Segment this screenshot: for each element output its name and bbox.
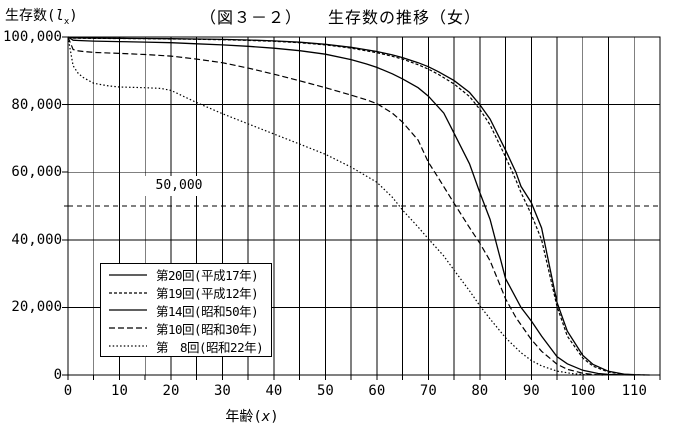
series-4 [67,36,604,376]
x-tick-label: 20 [162,383,180,399]
legend-item-dai10kai: 第10回(昭和30年) [101,319,271,337]
legend-label: 第10回(昭和30年) [156,321,259,337]
series-2 [67,36,635,376]
y-tick-label: 80,000 [11,96,62,113]
x-tick-label: 100 [570,383,596,399]
legend-line-sample-dense-dash-icon [109,292,147,294]
y-axis-symbol-sub: x [63,16,70,27]
x-tick-label: 0 [63,383,73,399]
x-tick-label: 110 [621,383,647,399]
x-tick-label: 60 [368,383,386,399]
y-tick-label: 20,000 [11,299,62,316]
y-tick-label: 100,000 [2,29,62,45]
legend-item-dai8kai: 第 8回(昭和22年) [101,337,271,355]
chart-title: （図３－２） 生存数の推移（女） [200,4,481,28]
y-axis-symbol: l [55,8,64,24]
legend-label: 第 8回(昭和22年) [156,339,264,355]
legend-line-sample-solid-icon [109,309,147,312]
legend-line-sample-dash-icon [109,327,147,329]
x-tick-label: 10 [111,383,128,399]
x-tick-label: 40 [265,383,283,399]
legend-line-sample-dot-icon [109,345,147,347]
legend-item-dai20kai: 第20回(平成17年) [101,266,271,284]
legend-label: 第19回(平成12年) [156,286,259,302]
y-tick-label: 60,000 [11,164,62,181]
y-axis-title: 生存数(lx) [5,5,78,27]
series-0 [67,36,650,376]
x-axis-title-text: 年齢 [225,409,254,425]
chart-title-text: 生存数の推移（女） [328,8,482,27]
x-axis-title: 年齢(x) [210,406,294,426]
figure-number: （図３－２） [200,8,303,27]
y-tick-label: 0 [53,367,62,383]
legend-label: 第14回(昭和50年) [156,304,259,319]
x-tick-label: 70 [419,383,437,399]
x-tick-label: 50 [316,383,334,399]
x-tick-label: 80 [471,383,489,399]
paren: ) [69,8,78,24]
legend-item-dai14kai: 第14回(昭和50年) [101,302,271,320]
y-tick-label: 40,000 [11,231,62,248]
reference-line-label: 50,000 [144,176,214,196]
paren: ) [270,409,279,425]
paren: ( [47,8,56,24]
x-tick-label: 90 [522,383,540,399]
legend-line-sample-solid-icon [109,274,147,276]
y-axis-title-text: 生存数 [5,8,47,24]
x-tick-label: 30 [213,383,231,399]
legend: 第20回(平成17年) 第19回(平成12年) 第14回(昭和50年) 第10回… [100,263,272,357]
legend-item-dai19kai: 第19回(平成12年) [101,284,271,302]
legend-label: 第20回(平成17年) [156,268,259,284]
x-axis-symbol: x [261,409,271,425]
paren: ( [253,409,262,425]
series-3 [67,36,604,376]
